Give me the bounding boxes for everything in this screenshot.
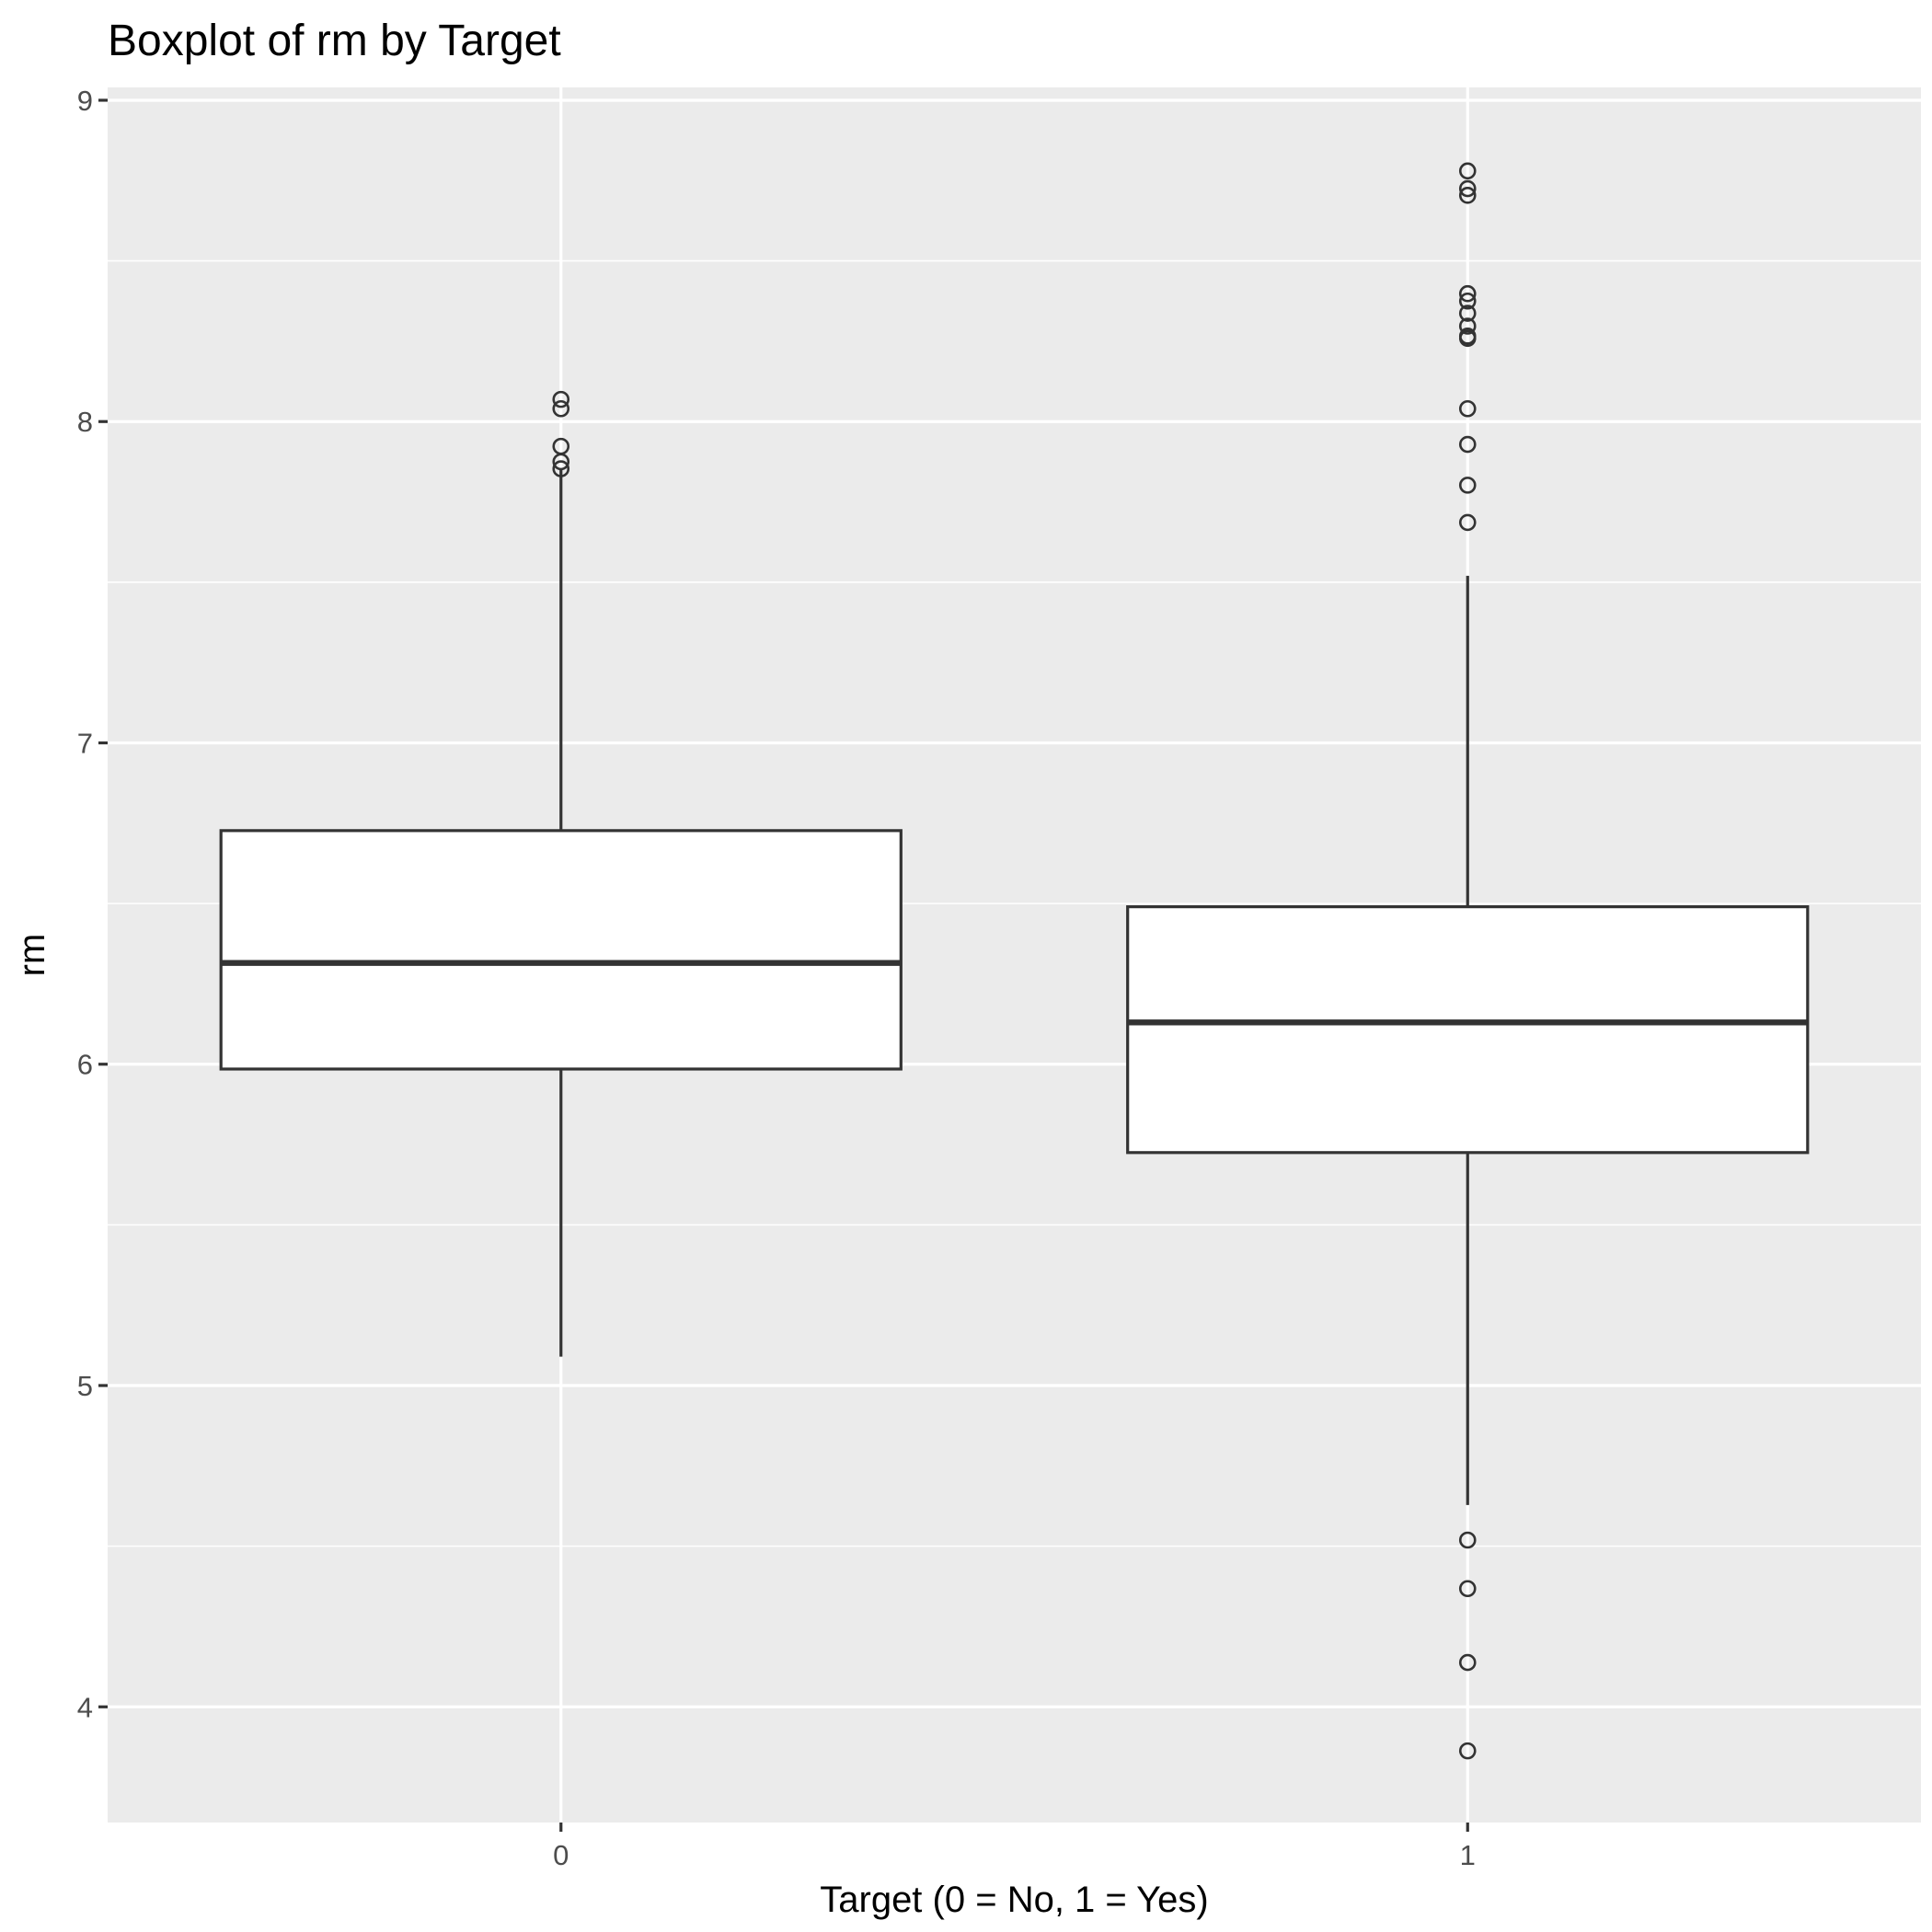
outlier-point [1458,1580,1477,1598]
outlier-point [1458,317,1477,335]
outlier-point [1458,1742,1477,1760]
x-tick-label: 0 [553,1839,569,1871]
outlier-point [1458,162,1477,180]
outlier-point [1458,305,1477,322]
outlier-point [1458,292,1477,310]
outlier-point [552,460,570,477]
boxes-layer [219,162,1810,1760]
y-tick-label: 4 [77,1691,93,1723]
outlier-point [1458,477,1477,494]
outlier-point [1458,187,1477,204]
outlier-point [1458,1531,1477,1549]
axes: 4 5 6 7 8 9 0 1 [77,85,1476,1871]
x-axis-title: Target (0 = No, 1 = Yes) [820,1880,1208,1920]
outlier-point [552,453,570,471]
outlier-point [1458,329,1477,348]
y-tick-label: 6 [77,1049,93,1081]
outlier-point [552,390,570,408]
outlier-point [552,399,570,418]
y-axis-title: rm [12,934,52,977]
box-group-1 [1126,162,1810,1760]
outlier-point [1458,513,1477,532]
y-tick-label: 9 [77,85,93,117]
y-tick-label: 8 [77,406,93,438]
outlier-point [1458,399,1477,418]
chart-title: Boxplot of rm by Target [108,17,561,65]
outlier-point [1458,435,1477,454]
outlier-point [1458,1653,1477,1672]
x-tick-label: 1 [1460,1839,1476,1871]
iqr-box [219,829,903,1071]
outlier-point [1458,284,1477,303]
outlier-point [1458,179,1477,198]
y-tick-label: 7 [77,727,93,759]
y-tick-label: 5 [77,1370,93,1402]
box-group-0 [219,390,903,1357]
iqr-box [1126,905,1810,1155]
